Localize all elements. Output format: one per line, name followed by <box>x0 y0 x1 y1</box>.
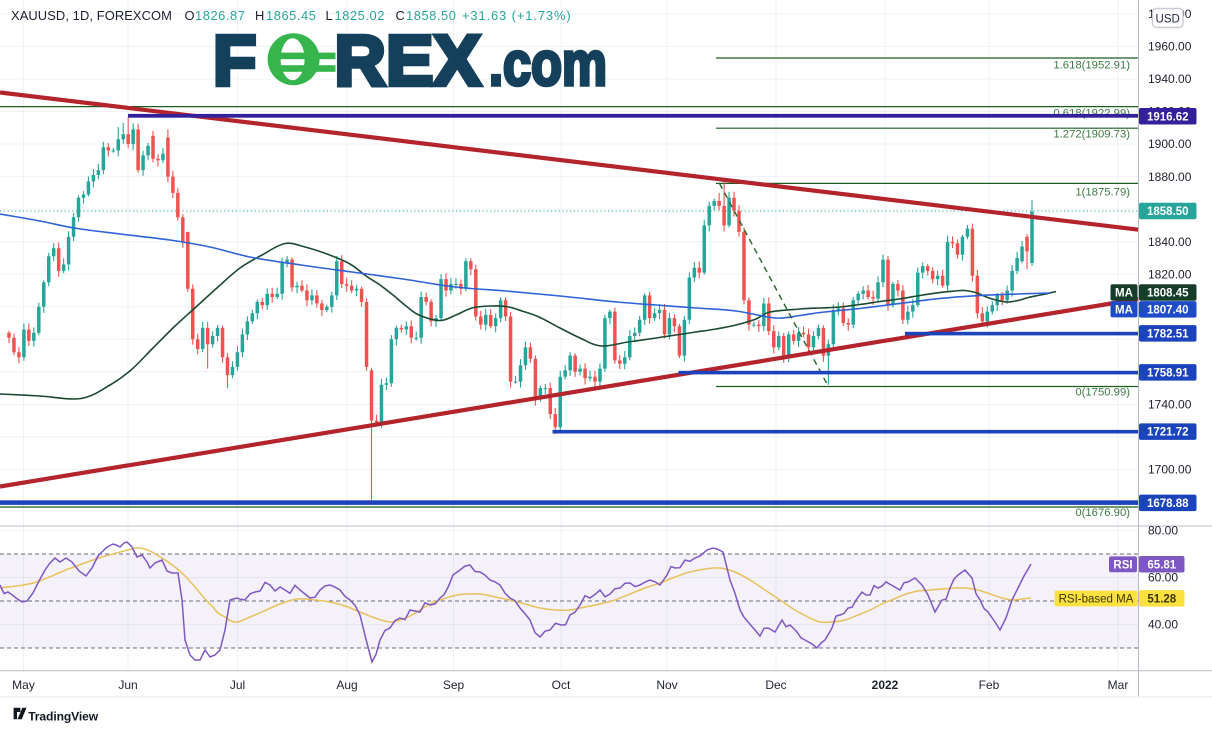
svg-text:O: O <box>185 8 195 23</box>
svg-text:1858.50: 1858.50 <box>406 8 456 23</box>
svg-text:Jun: Jun <box>118 678 137 692</box>
svg-text:1(1875.79): 1(1875.79) <box>1075 187 1130 199</box>
svg-text:1700.00: 1700.00 <box>1148 463 1192 477</box>
svg-text:1782.51: 1782.51 <box>1147 328 1189 340</box>
svg-text:Oct: Oct <box>552 678 571 692</box>
svg-text:X: X <box>434 22 481 101</box>
svg-text:MA: MA <box>1115 288 1133 300</box>
svg-text:1721.72: 1721.72 <box>1147 427 1189 439</box>
svg-text:Jul: Jul <box>230 678 245 692</box>
svg-text:80.00: 80.00 <box>1148 524 1178 538</box>
svg-text:Nov: Nov <box>656 678 677 692</box>
svg-text:1678.88: 1678.88 <box>1147 498 1189 510</box>
svg-text:51.28: 51.28 <box>1147 593 1176 605</box>
svg-text:RSI-based MA: RSI-based MA <box>1059 594 1134 606</box>
svg-text:1840.00: 1840.00 <box>1148 235 1192 249</box>
svg-text:May: May <box>12 678 35 692</box>
svg-text:RSI: RSI <box>1113 559 1132 571</box>
svg-text:1865.45: 1865.45 <box>266 8 316 23</box>
svg-text:XAUUSD, 1D, FOREXCOM: XAUUSD, 1D, FOREXCOM <box>11 8 172 23</box>
svg-text:USD: USD <box>1156 13 1180 25</box>
svg-text:2022: 2022 <box>872 678 899 692</box>
svg-text:Feb: Feb <box>979 678 1000 692</box>
svg-text:1960.00: 1960.00 <box>1148 40 1192 54</box>
svg-text:1740.00: 1740.00 <box>1148 398 1192 412</box>
svg-text:40.00: 40.00 <box>1148 618 1178 632</box>
svg-text:.com: .com <box>489 30 607 99</box>
svg-text:60.00: 60.00 <box>1148 571 1178 585</box>
svg-text:Sep: Sep <box>443 678 465 692</box>
svg-text:1807.40: 1807.40 <box>1147 304 1189 316</box>
svg-text:1.272(1909.73): 1.272(1909.73) <box>1053 129 1130 141</box>
svg-text:1916.62: 1916.62 <box>1147 111 1189 123</box>
svg-text:+31.63 (+1.73%): +31.63 (+1.73%) <box>462 8 572 23</box>
svg-text:Aug: Aug <box>336 678 357 692</box>
svg-text:E: E <box>386 22 433 101</box>
svg-text:1825.02: 1825.02 <box>335 8 385 23</box>
svg-text:1880.00: 1880.00 <box>1148 170 1192 184</box>
svg-text:Mar: Mar <box>1108 678 1129 692</box>
svg-text:0(1750.99): 0(1750.99) <box>1075 387 1130 399</box>
svg-text:L: L <box>326 8 333 23</box>
svg-text:Dec: Dec <box>765 678 786 692</box>
svg-text:1758.91: 1758.91 <box>1147 367 1189 379</box>
svg-text:1808.45: 1808.45 <box>1147 288 1189 300</box>
svg-text:H: H <box>255 8 264 23</box>
svg-text:1820.00: 1820.00 <box>1148 267 1192 281</box>
svg-text:TradingView: TradingView <box>28 709 99 723</box>
svg-text:R: R <box>335 22 386 101</box>
svg-text:1940.00: 1940.00 <box>1148 72 1192 86</box>
svg-text:1.618(1952.91): 1.618(1952.91) <box>1053 60 1130 72</box>
svg-text:0(1676.90): 0(1676.90) <box>1075 507 1130 519</box>
svg-text:F: F <box>213 22 256 101</box>
svg-text:MA: MA <box>1115 304 1133 316</box>
svg-text:C: C <box>396 8 405 23</box>
svg-text:1826.87: 1826.87 <box>195 8 245 23</box>
svg-text:1858.50: 1858.50 <box>1147 206 1189 218</box>
svg-text:65.81: 65.81 <box>1147 559 1176 571</box>
svg-text:1900.00: 1900.00 <box>1148 137 1192 151</box>
